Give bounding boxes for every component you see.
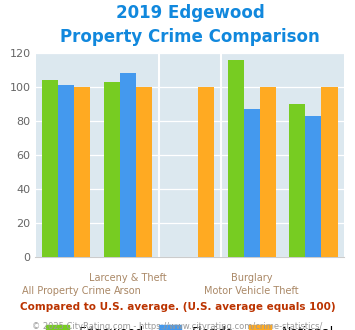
Bar — [305, 116, 322, 257]
Bar — [289, 104, 305, 257]
Bar — [260, 87, 276, 257]
Text: Compared to U.S. average. (U.S. average equals 100): Compared to U.S. average. (U.S. average … — [20, 302, 335, 312]
Text: All Property Crime: All Property Crime — [22, 286, 111, 296]
Bar — [136, 87, 152, 257]
Bar — [228, 60, 244, 257]
Bar — [198, 87, 214, 257]
Bar — [42, 80, 58, 257]
Text: Motor Vehicle Theft: Motor Vehicle Theft — [204, 286, 299, 296]
Bar — [75, 87, 91, 257]
Text: Burglary: Burglary — [231, 273, 272, 283]
Bar — [58, 85, 75, 257]
Title: 2019 Edgewood
Property Crime Comparison: 2019 Edgewood Property Crime Comparison — [60, 4, 320, 46]
Bar — [120, 73, 136, 257]
Text: © 2025 CityRating.com - https://www.cityrating.com/crime-statistics/: © 2025 CityRating.com - https://www.city… — [32, 322, 323, 330]
Text: Larceny & Theft: Larceny & Theft — [89, 273, 167, 283]
Legend: Edgewood, Florida, National: Edgewood, Florida, National — [46, 325, 334, 330]
Text: Arson: Arson — [114, 286, 142, 296]
Bar — [244, 109, 260, 257]
Bar — [322, 87, 338, 257]
Bar — [104, 82, 120, 257]
